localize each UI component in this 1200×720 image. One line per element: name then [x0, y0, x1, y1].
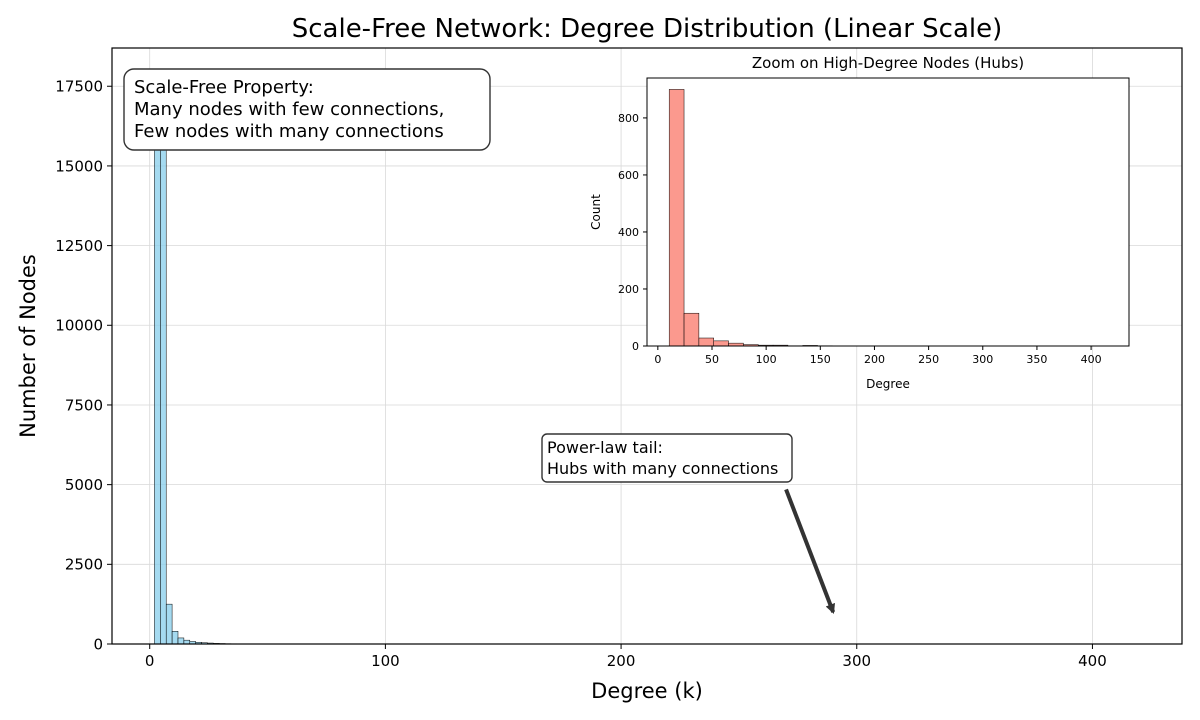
inset-x-ticks: 0 50 100 150 200 250 300 350 400 [654, 346, 1102, 366]
inset-y-ticks: 0 200 400 600 800 [618, 112, 647, 353]
y-tick-label: 10000 [55, 317, 103, 335]
x-tick-label: 200 [607, 652, 636, 670]
y-tick-label: 7500 [65, 396, 103, 414]
y-tick-label: 2500 [65, 556, 103, 574]
histogram-bar [698, 337, 714, 347]
histogram-bar [165, 603, 173, 645]
y-tick-label: 0 [93, 635, 103, 653]
annotation-line: Hubs with many connections [547, 459, 778, 478]
main-chart-title: Scale-Free Network: Degree Distribution … [292, 14, 1003, 44]
annotation-line: Power-law tail: [547, 438, 663, 457]
inset-plot-frame [646, 77, 1130, 347]
inset-chart-title: Zoom on High-Degree Nodes (Hubs) [752, 54, 1024, 72]
main-y-axis-label: Number of Nodes [16, 254, 40, 438]
histogram-bar [160, 76, 167, 645]
x-tick-label: 300 [972, 353, 993, 366]
inset-bars [668, 89, 833, 347]
x-tick-label: 0 [145, 652, 155, 670]
power-law-annotation: Power-law tail: Hubs with many connectio… [541, 433, 836, 614]
annotation-line: Many nodes with few connections, [134, 99, 444, 120]
histogram-bar [668, 89, 685, 347]
x-tick-label: 50 [705, 353, 719, 366]
annotation-line: Few nodes with many connections [134, 121, 444, 142]
x-tick-label: 350 [1026, 353, 1047, 366]
histogram-bar [713, 340, 729, 347]
main-plot-frame [111, 47, 1183, 645]
x-tick-label: 100 [756, 353, 777, 366]
x-tick-label: 100 [371, 652, 400, 670]
main-x-axis-label: Degree (k) [591, 679, 703, 703]
y-tick-label: 400 [618, 226, 639, 239]
y-tick-label: 5000 [65, 476, 103, 494]
y-tick-label: 0 [632, 340, 639, 353]
inset-background [647, 78, 1129, 346]
inset-y-axis-label: Count [589, 194, 603, 230]
main-y-ticks: 0 2500 5000 7500 10000 12500 15000 17500 [55, 78, 112, 653]
x-tick-label: 200 [864, 353, 885, 366]
annotation-arrow [784, 488, 836, 614]
main-bars [154, 76, 238, 645]
scale-free-annotation: Scale-Free Property: Many nodes with few… [123, 68, 491, 151]
y-tick-label: 600 [618, 169, 639, 182]
y-tick-label: 12500 [55, 237, 103, 255]
x-tick-label: 300 [842, 652, 871, 670]
y-tick-label: 17500 [55, 78, 103, 96]
histogram-bar [177, 637, 185, 645]
x-tick-label: 400 [1081, 353, 1102, 366]
histogram-bar [154, 76, 161, 645]
x-tick-label: 0 [654, 353, 661, 366]
annotation-line: Scale-Free Property: [134, 77, 314, 98]
x-tick-label: 150 [810, 353, 831, 366]
main-x-ticks: 0 100 200 300 400 [145, 644, 1107, 670]
histogram-bar [683, 312, 700, 347]
x-tick-label: 250 [918, 353, 939, 366]
y-tick-label: 800 [618, 112, 639, 125]
y-tick-label: 200 [618, 283, 639, 296]
y-tick-label: 15000 [55, 157, 103, 175]
x-tick-label: 400 [1078, 652, 1107, 670]
histogram-bar [171, 631, 179, 645]
inset-x-axis-label: Degree [866, 377, 910, 391]
